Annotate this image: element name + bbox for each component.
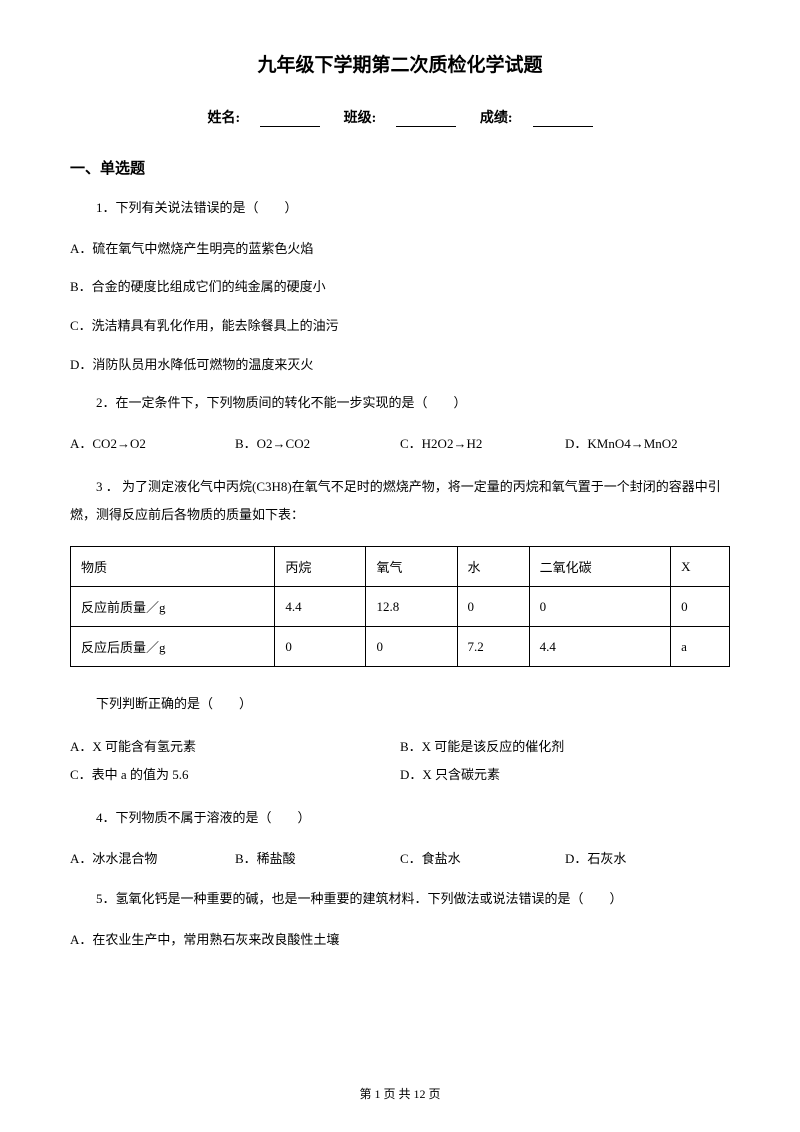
table-cell: 7.2 bbox=[457, 627, 529, 667]
table-cell: 12.8 bbox=[366, 587, 457, 627]
table-cell: 水 bbox=[457, 547, 529, 587]
question-3-table: 物质 丙烷 氧气 水 二氧化碳 X 反应前质量／g 4.4 12.8 0 0 0… bbox=[70, 546, 730, 667]
table-cell: 4.4 bbox=[529, 627, 670, 667]
question-3-options: A．X 可能含有氢元素 B．X 可能是该反应的催化剂 C．表中 a 的值为 5.… bbox=[70, 733, 730, 790]
table-cell: X bbox=[671, 547, 730, 587]
table-cell: a bbox=[671, 627, 730, 667]
question-4-option-a: A．冰水混合物 bbox=[70, 847, 235, 872]
score-label: 成绩: bbox=[480, 111, 513, 126]
question-1-option-d: D．消防队员用水降低可燃物的温度来灭火 bbox=[70, 353, 730, 378]
table-row: 反应前质量／g 4.4 12.8 0 0 0 bbox=[71, 587, 730, 627]
page-footer: 第 1 页 共 12 页 bbox=[0, 1085, 800, 1102]
score-blank bbox=[533, 113, 593, 127]
question-3-option-c: C．表中 a 的值为 5.6 bbox=[70, 761, 400, 790]
question-2-option-b: B．O2→CO2 bbox=[235, 432, 400, 457]
table-cell: 二氧化碳 bbox=[529, 547, 670, 587]
table-cell: 0 bbox=[366, 627, 457, 667]
question-4-text: 4．下列物质不属于溶液的是（ ） bbox=[70, 806, 730, 831]
table-row: 反应后质量／g 0 0 7.2 4.4 a bbox=[71, 627, 730, 667]
page-title: 九年级下学期第二次质检化学试题 bbox=[70, 50, 730, 77]
table-cell: 丙烷 bbox=[275, 547, 366, 587]
question-4-options: A．冰水混合物 B．稀盐酸 C．食盐水 D．石灰水 bbox=[70, 847, 730, 872]
name-blank bbox=[260, 113, 320, 127]
table-cell: 氧气 bbox=[366, 547, 457, 587]
question-2-text: 2．在一定条件下，下列物质间的转化不能一步实现的是（ ） bbox=[70, 391, 730, 416]
question-4-option-b: B．稀盐酸 bbox=[235, 847, 400, 872]
question-3-option-a: A．X 可能含有氢元素 bbox=[70, 733, 400, 762]
table-cell: 4.4 bbox=[275, 587, 366, 627]
class-label: 班级: bbox=[344, 111, 377, 126]
question-4-option-c: C．食盐水 bbox=[400, 847, 565, 872]
question-2-option-c: C．H2O2→H2 bbox=[400, 432, 565, 457]
student-info-line: 姓名: 班级: 成绩: bbox=[70, 107, 730, 127]
table-cell: 0 bbox=[671, 587, 730, 627]
table-cell: 反应后质量／g bbox=[71, 627, 275, 667]
question-2-option-d: D．KMnO4→MnO2 bbox=[565, 432, 730, 457]
table-row: 物质 丙烷 氧气 水 二氧化碳 X bbox=[71, 547, 730, 587]
table-cell: 物质 bbox=[71, 547, 275, 587]
table-cell: 0 bbox=[275, 627, 366, 667]
question-2-options: A．CO2→O2 B．O2→CO2 C．H2O2→H2 D．KMnO4→MnO2 bbox=[70, 432, 730, 457]
question-4-option-d: D．石灰水 bbox=[565, 847, 730, 872]
question-2-option-a: A．CO2→O2 bbox=[70, 432, 235, 457]
table-cell: 反应前质量／g bbox=[71, 587, 275, 627]
section-header: 一、单选题 bbox=[70, 157, 730, 178]
class-blank bbox=[396, 113, 456, 127]
question-1-text: 1．下列有关说法错误的是（ ） bbox=[70, 196, 730, 221]
question-5-text: 5．氢氧化钙是一种重要的碱，也是一种重要的建筑材料．下列做法或说法错误的是（ ） bbox=[70, 887, 730, 912]
question-3-subtext: 下列判断正确的是（ ） bbox=[70, 692, 730, 717]
question-5-option-a: A．在农业生产中，常用熟石灰来改良酸性土壤 bbox=[70, 928, 730, 953]
table-cell: 0 bbox=[529, 587, 670, 627]
question-1-option-b: B．合金的硬度比组成它们的纯金属的硬度小 bbox=[70, 275, 730, 300]
question-1-option-a: A．硫在氧气中燃烧产生明亮的蓝紫色火焰 bbox=[70, 237, 730, 262]
question-3-option-b: B．X 可能是该反应的催化剂 bbox=[400, 733, 730, 762]
name-label: 姓名: bbox=[207, 111, 240, 126]
table-cell: 0 bbox=[457, 587, 529, 627]
question-3-text: 3 ． 为了测定液化气中丙烷(C3H8)在氧气不足时的燃烧产物，将一定量的丙烷和… bbox=[70, 473, 730, 530]
question-3-option-d: D．X 只含碳元素 bbox=[400, 761, 730, 790]
question-1-option-c: C．洗洁精具有乳化作用，能去除餐具上的油污 bbox=[70, 314, 730, 339]
